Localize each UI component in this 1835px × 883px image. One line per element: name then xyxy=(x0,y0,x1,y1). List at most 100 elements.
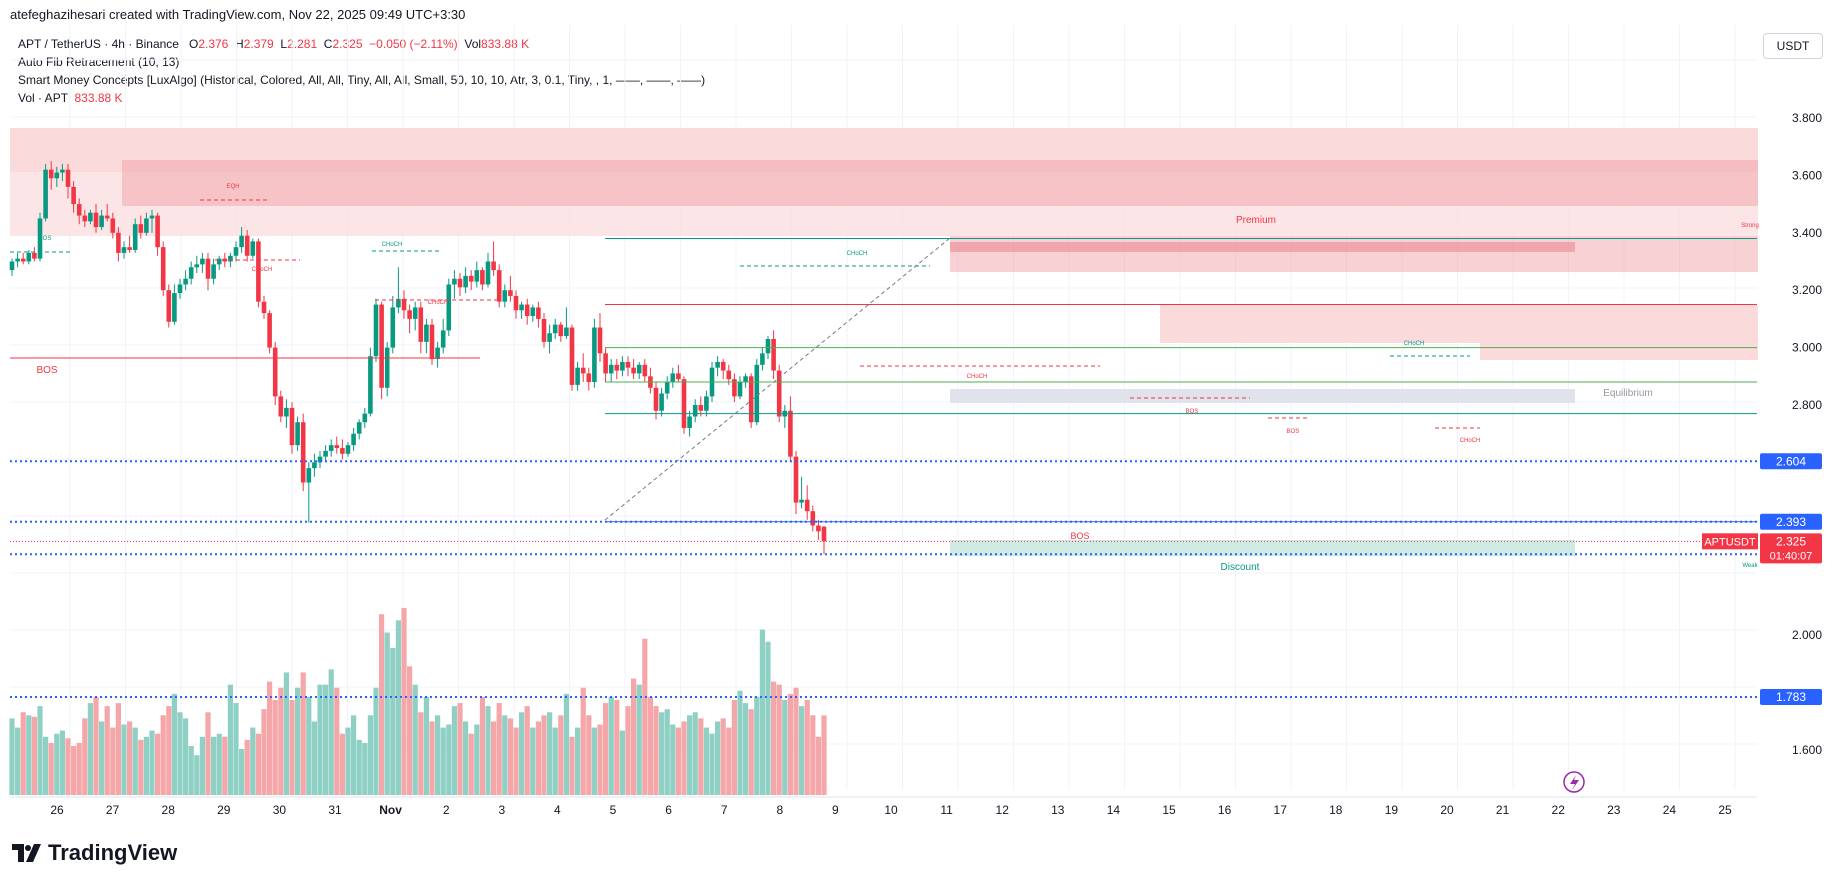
volume-bar xyxy=(698,718,704,795)
lightning-icon[interactable] xyxy=(1563,771,1585,793)
supply-block-2 xyxy=(950,236,1758,272)
volume-bar xyxy=(524,706,530,795)
candle-body xyxy=(440,330,446,348)
legend-ohlc[interactable]: APT / TetherUS · 4h · Binance O2.376 H2.… xyxy=(18,35,705,53)
volume-bar xyxy=(373,687,379,795)
symbol-tag xyxy=(1702,533,1758,550)
chart-caption: atefeghazihesari created with TradingVie… xyxy=(10,7,466,22)
smc-label: BOS xyxy=(39,236,52,242)
volume-bar xyxy=(597,724,603,795)
candle-body xyxy=(82,215,88,222)
fib-trend-line xyxy=(604,237,951,521)
volume-bar xyxy=(591,727,597,795)
volume-bar xyxy=(731,700,737,795)
candle-body xyxy=(306,468,312,483)
brand-logo[interactable]: TradingView xyxy=(12,840,177,866)
candle-body xyxy=(401,298,407,311)
volume-bar xyxy=(149,730,155,795)
candle-body xyxy=(564,327,569,337)
candle-body xyxy=(670,373,676,383)
candle-body xyxy=(536,307,541,319)
price-chart[interactable]: EQH BOS CHoCH CHoCH CHoCH BOS CHoCH CHoCH BOS BOS… xyxy=(0,0,1835,835)
candle-body xyxy=(340,448,345,454)
candle-body xyxy=(614,364,620,371)
currency-selector[interactable]: USDT xyxy=(1763,33,1823,59)
indicator-smc[interactable]: Smart Money Concepts [LuxAlgo] (Historic… xyxy=(18,73,706,87)
price-tick-label: 3.000 xyxy=(1792,341,1822,355)
volume-bar xyxy=(418,712,424,795)
volume-bar xyxy=(289,700,295,795)
volume-bar xyxy=(614,700,620,795)
indicator-volume[interactable]: Vol · APT 833.88 K xyxy=(18,89,705,107)
candle-body xyxy=(754,364,760,423)
candle-body xyxy=(541,318,547,342)
indicator-autofib[interactable]: Auto Fib Retracement (10, 13) xyxy=(18,55,180,69)
symbol-label[interactable]: APT / TetherUS · 4h · Binance xyxy=(18,37,179,51)
candle-body xyxy=(160,247,166,291)
volume-bar xyxy=(339,733,345,795)
candle-body xyxy=(48,169,54,179)
volume-bar xyxy=(586,715,592,795)
time-tick-label: 7 xyxy=(721,803,728,817)
volume-bar xyxy=(687,715,693,795)
supply-block-5 xyxy=(1480,328,1758,360)
smc-label: CHoCH xyxy=(428,300,449,306)
time-tick-label: 9 xyxy=(832,803,839,817)
candle-body xyxy=(558,324,564,337)
close-label: C xyxy=(323,37,333,51)
volume-bar xyxy=(647,696,653,795)
candle-body xyxy=(211,264,216,279)
price-tick-label: 3.200 xyxy=(1792,283,1822,297)
volume-bar xyxy=(479,696,485,795)
time-tick-label: 14 xyxy=(1107,803,1121,817)
supply-block-3 xyxy=(950,242,1575,252)
price-axis[interactable]: 3.8003.6003.4003.2003.0002.8002.6002.000… xyxy=(1792,111,1822,757)
smc-label: BOS xyxy=(1186,409,1199,415)
time-tick-label: 4 xyxy=(554,803,561,817)
volume-bar xyxy=(155,733,161,795)
candle-body xyxy=(76,204,82,216)
candle-body xyxy=(687,416,692,428)
volume-bar xyxy=(356,739,362,795)
candle-body xyxy=(261,301,267,314)
candle-body xyxy=(334,445,340,449)
volume-bar xyxy=(804,700,810,795)
candle-body xyxy=(267,313,272,348)
change-value: −0.050 (−2.11%) xyxy=(369,37,458,51)
candle-body xyxy=(720,361,726,371)
candle-body xyxy=(149,215,155,219)
price-tick-label: 2.000 xyxy=(1792,628,1822,642)
volume-bar xyxy=(205,712,211,795)
volume-bar xyxy=(328,669,334,795)
candle-body xyxy=(177,284,183,294)
volume-bar xyxy=(71,745,77,795)
volume-bar xyxy=(799,706,805,795)
candle-body xyxy=(659,393,664,411)
volume-bar xyxy=(507,718,513,795)
candle-body xyxy=(474,270,480,282)
candle-body xyxy=(524,304,530,317)
candle-body xyxy=(20,258,26,262)
time-tick-label: 8 xyxy=(776,803,783,817)
tradingview-logo-icon xyxy=(12,844,41,862)
volume-bar xyxy=(244,739,250,795)
volume-bar xyxy=(239,749,245,795)
volume-bar xyxy=(681,721,687,795)
candle-body xyxy=(412,307,418,319)
candle-body xyxy=(356,422,362,434)
volume-bar xyxy=(552,727,558,795)
candle-body xyxy=(328,445,334,451)
candle-body xyxy=(530,307,536,317)
candle-body xyxy=(373,304,379,357)
volume-bar xyxy=(76,742,82,795)
candle-body xyxy=(799,499,804,503)
volume-bar xyxy=(43,736,49,795)
time-tick-label: 27 xyxy=(106,803,120,817)
volume-bar xyxy=(222,736,228,795)
volume-bar xyxy=(435,715,441,795)
volume-bar xyxy=(776,684,782,795)
time-axis[interactable]: 26 27 28 29 30 31 Nov 2 3 4 5 6 7 8 9 10 11 12 13 14 15 16 17 1… xyxy=(10,796,1757,817)
candle-body xyxy=(698,405,704,411)
volume-bar xyxy=(183,718,189,795)
candle-body xyxy=(480,270,485,285)
